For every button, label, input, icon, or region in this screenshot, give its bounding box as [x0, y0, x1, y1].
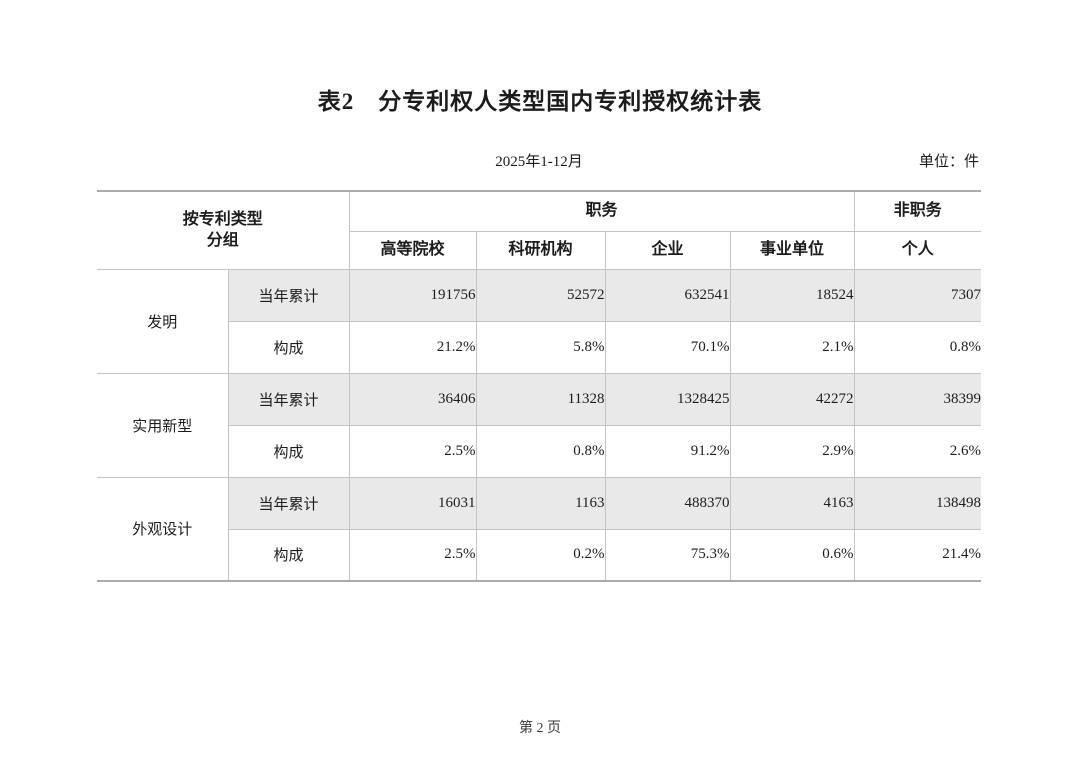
metric-label: 构成: [227, 528, 350, 582]
header-service-group: 职务: [348, 190, 855, 232]
table-row: 发明 当年累计 191756 52572 632541 18524 7307: [97, 268, 982, 374]
value-cell: 36406: [348, 372, 477, 426]
value-cell: 38399: [853, 372, 982, 426]
value-cell: 21.2%: [348, 320, 477, 374]
header-patent-type-group-line2: 分组: [206, 232, 239, 250]
value-cell: 138498: [853, 476, 982, 530]
value-cell: 5.8%: [475, 320, 606, 374]
header-col-individuals: 个人: [853, 230, 982, 270]
category-design: 外观设计: [97, 476, 229, 582]
report-period: 2025年1-12月: [495, 154, 583, 170]
value-cell: 16031: [348, 476, 477, 530]
table-row: 构成 2.5% 0.8% 91.2% 2.9% 2.6%: [97, 424, 982, 478]
value-cell: 0.8%: [475, 424, 606, 478]
metric-label: 当年累计: [227, 372, 350, 426]
value-cell: 52572: [475, 268, 606, 322]
value-cell: 0.8%: [853, 320, 982, 374]
page-number: 第 2 页: [519, 721, 561, 736]
metric-label: 当年累计: [227, 476, 350, 530]
value-cell: 4163: [729, 476, 855, 530]
table-row: 构成 21.2% 5.8% 70.1% 2.1% 0.8%: [97, 320, 982, 374]
value-cell: 2.1%: [729, 320, 855, 374]
header-patent-type-group-line1: 按专利类型: [182, 210, 263, 228]
category-utility-model: 实用新型: [97, 372, 229, 478]
header-non-service-group: 非职务: [853, 190, 982, 232]
value-cell: 70.1%: [604, 320, 731, 374]
value-cell: 18524: [729, 268, 855, 322]
header-col-enterprises: 企业: [604, 230, 731, 270]
header-col-research-institutes: 科研机构: [475, 230, 606, 270]
category-invention: 发明: [97, 268, 229, 374]
value-cell: 488370: [604, 476, 731, 530]
table-row: 外观设计 当年累计 16031 1163 488370 4163 138498: [97, 476, 982, 582]
table-row: 实用新型 当年累计 36406 11328 1328425 42272 3839…: [97, 372, 982, 478]
metric-label: 构成: [227, 424, 350, 478]
value-cell: 2.5%: [348, 424, 477, 478]
header-col-universities: 高等院校: [348, 230, 477, 270]
value-cell: 42272: [729, 372, 855, 426]
table-row: 构成 2.5% 0.2% 75.3% 0.6% 21.4%: [97, 528, 982, 582]
value-cell: 632541: [604, 268, 731, 322]
value-cell: 2.5%: [348, 528, 477, 582]
value-cell: 0.2%: [475, 528, 606, 582]
metric-label: 构成: [227, 320, 350, 374]
metric-label: 当年累计: [227, 268, 350, 322]
value-cell: 0.6%: [729, 528, 855, 582]
header-col-public-institutions: 事业单位: [729, 230, 855, 270]
unit-label: 单位：件: [918, 154, 979, 170]
value-cell: 2.9%: [729, 424, 855, 478]
value-cell: 1163: [475, 476, 606, 530]
value-cell: 2.6%: [853, 424, 982, 478]
value-cell: 75.3%: [604, 528, 731, 582]
value-cell: 21.4%: [853, 528, 982, 582]
value-cell: 11328: [475, 372, 606, 426]
page-title: 表2 分专利权人类型国内专利授权统计表: [317, 89, 763, 114]
patent-grant-statistics-table: 按专利类型 分组 职务 非职务 高等院校 科研机构 企业 事业单位 个人 发明 …: [97, 190, 982, 582]
table-meta-row: 2025年1-12月 单位：件: [97, 150, 981, 172]
value-cell: 7307: [853, 268, 982, 322]
value-cell: 1328425: [604, 372, 731, 426]
value-cell: 91.2%: [604, 424, 731, 478]
header-patent-type-group: 按专利类型 分组: [97, 190, 350, 270]
value-cell: 191756: [348, 268, 477, 322]
